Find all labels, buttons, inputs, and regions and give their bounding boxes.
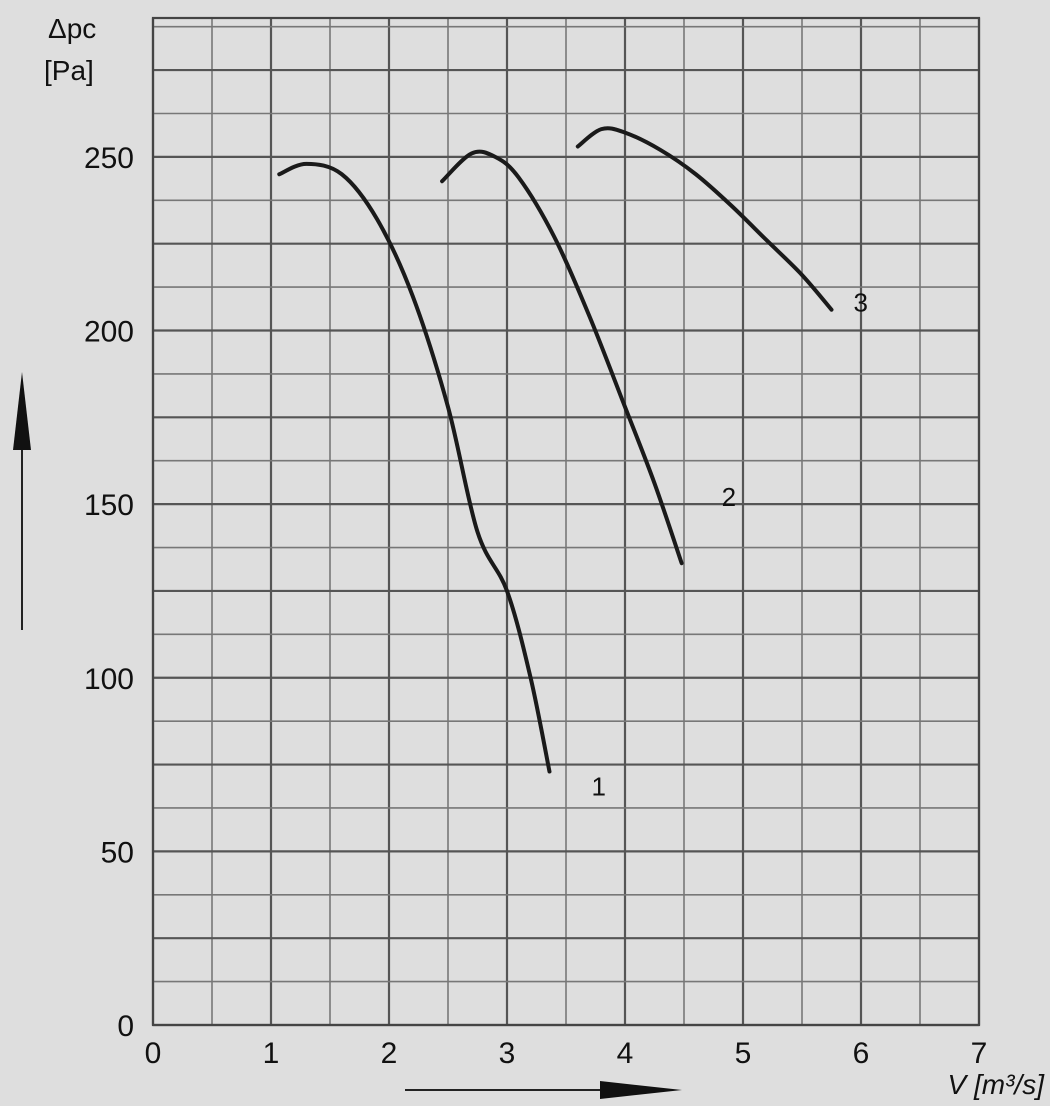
x-tick-label: 2 <box>381 1037 398 1070</box>
y-axis-label-symbol: Δpc <box>48 13 96 44</box>
plot-frame <box>151 16 981 1027</box>
x-axis-arrow <box>405 1081 682 1099</box>
y-axis-label-unit: [Pa] <box>44 55 94 86</box>
y-tick-label: 150 <box>84 489 134 522</box>
y-tick-label: 250 <box>84 142 134 175</box>
y-axis-arrow <box>13 372 31 630</box>
x-tick-label: 1 <box>263 1037 280 1070</box>
y-tick-labels: 0 50 100 150 200 250 <box>84 142 134 1043</box>
y-tick-label: 50 <box>101 836 134 869</box>
series-curve-3 <box>575 126 834 312</box>
series-curves <box>277 126 834 774</box>
x-tick-label: 3 <box>499 1037 516 1070</box>
x-tick-labels: 0 1 2 3 4 5 6 7 <box>145 1037 988 1070</box>
x-tick-label: 4 <box>617 1037 634 1070</box>
x-tick-label: 5 <box>735 1037 752 1070</box>
x-tick-label: 7 <box>971 1037 988 1070</box>
y-tick-label: 200 <box>84 316 134 349</box>
y-tick-label: 100 <box>84 663 134 696</box>
series-labels: 1 2 3 <box>591 288 867 802</box>
series-curve-2 <box>440 149 684 566</box>
series-curve-1 <box>277 161 552 774</box>
y-tick-label: 0 <box>117 1010 134 1043</box>
x-axis-label: V [m³/s] <box>948 1069 1046 1100</box>
series-label-2: 2 <box>722 482 736 512</box>
series-label-3: 3 <box>854 288 868 318</box>
series-label-1: 1 <box>591 772 605 802</box>
x-tick-label: 6 <box>853 1037 870 1070</box>
x-tick-label: 0 <box>145 1037 162 1070</box>
grid-lines <box>151 16 981 1027</box>
